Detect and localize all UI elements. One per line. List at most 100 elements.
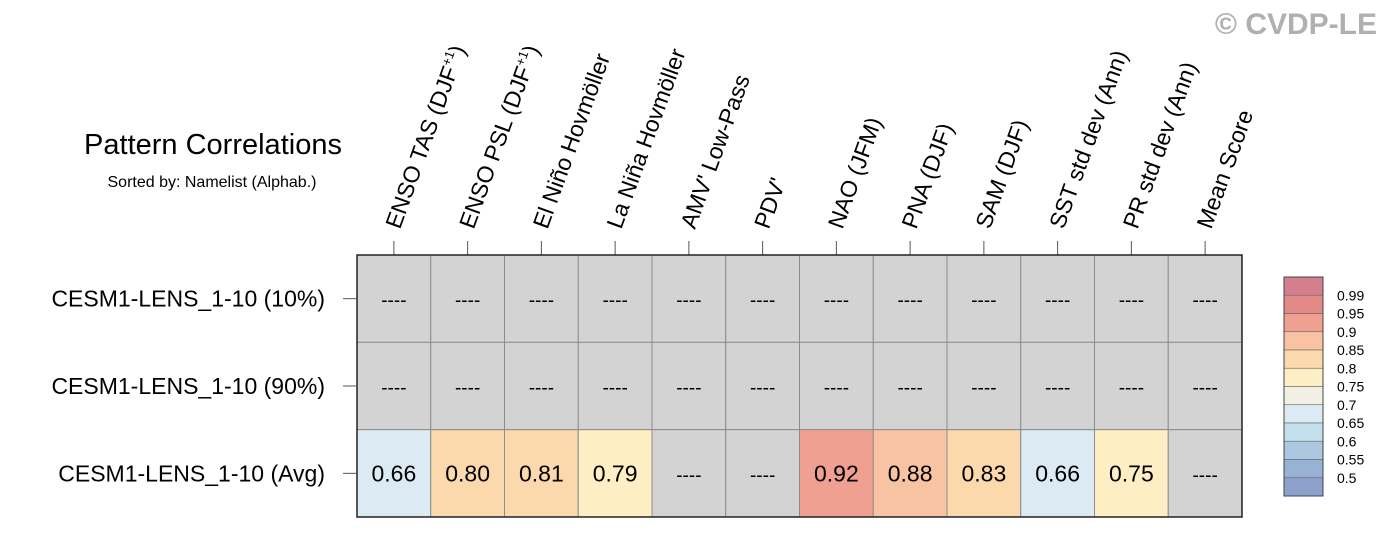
cell-value-label: 0.88 — [888, 460, 933, 486]
cell-missing-label: ---- — [1119, 378, 1144, 399]
heatmap-cell — [651, 341, 727, 431]
heatmap-cell — [725, 429, 800, 518]
cell-missing-label: ---- — [824, 291, 849, 312]
cell-value-label: 0.79 — [593, 460, 638, 486]
column-label: Mean Score — [1191, 106, 1258, 231]
colorbar-label: 0.8 — [1337, 360, 1357, 376]
row-label: CESM1-LENS_1-10 (90%) — [51, 373, 325, 399]
heatmap-cells: ---- ---- ---- ---- ---- ---- ---- ---- ---- ----… — [356, 254, 1243, 518]
cell-missing-label: ---- — [897, 291, 922, 312]
column-label: SST std dev (Ann) — [1044, 47, 1133, 232]
heatmap-cell — [356, 254, 432, 343]
cell-missing-label: ---- — [971, 378, 996, 399]
column-label: PDV' — [749, 174, 791, 231]
cell-missing-label: ---- — [381, 291, 406, 312]
cell-missing-label: ---- — [897, 378, 922, 399]
colorbar-swatch — [1283, 294, 1324, 314]
chart-title: Pattern Correlations — [84, 129, 342, 161]
heatmap-cell — [946, 429, 1022, 518]
column-label: ENSO TAS (DJF+1) — [380, 42, 470, 232]
column-label: PNA (DJF) — [896, 120, 958, 232]
heatmap-cell — [1167, 429, 1243, 518]
colorbar-border — [1283, 276, 1324, 497]
column-label: ENSO PSL (DJF+1) — [454, 42, 544, 232]
heatmap-cell — [1020, 341, 1095, 431]
cell-missing-label: ---- — [1119, 291, 1144, 312]
cell-missing-label: ---- — [455, 378, 480, 399]
chart-subtitle: Sorted by: Namelist (Alphab.) — [108, 174, 317, 191]
cell-missing-label: ---- — [676, 291, 701, 312]
heatmap-cell — [504, 429, 579, 518]
colorbar-swatch — [1283, 313, 1324, 333]
cell-missing-label: ---- — [750, 465, 775, 486]
cell-missing-label: ---- — [1192, 378, 1217, 399]
cell-missing-label: ---- — [676, 465, 701, 486]
colorbar: 0.99 0.95 0.9 0.85 0.8 0.75 0.7 0.65 0.6 0.55 0.5 — [1283, 276, 1364, 497]
colorbar-label: 0.85 — [1337, 342, 1364, 358]
heatmap-cell — [1094, 429, 1169, 518]
colorbar-label: 0.99 — [1337, 287, 1364, 303]
heatmap-cell — [651, 429, 727, 518]
colorbar-label: 0.6 — [1337, 433, 1357, 449]
heatmap-cell — [872, 429, 948, 518]
cell-missing-label: ---- — [529, 378, 554, 399]
column-labels: ENSO TAS (DJF+1)ENSO PSL (DJF+1)El Niño … — [380, 42, 1258, 255]
colorbar-label: 0.65 — [1337, 415, 1364, 431]
colorbar-label: 0.9 — [1337, 324, 1357, 340]
watermark: © CVDP-LE — [1215, 8, 1377, 41]
colorbar-label: 0.55 — [1337, 452, 1364, 468]
cell-missing-label: ---- — [602, 291, 627, 312]
colorbar-swatch — [1283, 349, 1324, 369]
cell-missing-label: ---- — [1192, 465, 1217, 486]
cell-missing-label: ---- — [602, 378, 627, 399]
colorbar-label: 0.75 — [1337, 379, 1364, 395]
heatmap-cell — [1094, 341, 1169, 431]
column-label: La Niña Hovmöller — [601, 45, 690, 232]
colorbar-swatch — [1283, 459, 1324, 479]
colorbar-swatch — [1283, 386, 1324, 406]
heatmap-cell — [1020, 254, 1095, 343]
colorbar-swatch — [1283, 422, 1324, 442]
colorbar-label: 0.5 — [1337, 470, 1357, 486]
column-label: El Niño Hovmöller — [528, 50, 615, 232]
heatmap-cell — [430, 341, 505, 431]
column-label: PR std dev (Ann) — [1118, 58, 1202, 231]
colorbar-swatch — [1283, 440, 1324, 460]
cell-missing-label: ---- — [750, 291, 775, 312]
cell-value-label: 0.75 — [1109, 460, 1154, 486]
column-label: AMV' Low-Pass — [675, 71, 755, 232]
heatmap-cell — [430, 429, 505, 518]
cell-missing-label: ---- — [1045, 378, 1070, 399]
cell-missing-label: ---- — [381, 378, 406, 399]
cell-value-label: 0.81 — [519, 460, 564, 486]
cell-value-label: 0.83 — [961, 460, 1006, 486]
heatmap-cell — [1167, 254, 1243, 343]
heatmap-cell — [577, 341, 653, 431]
cell-missing-label: ---- — [1192, 291, 1217, 312]
row-label: CESM1-LENS_1-10 (10%) — [51, 286, 325, 312]
colorbar-swatch — [1283, 367, 1324, 387]
cell-missing-label: ---- — [529, 291, 554, 312]
colorbar-swatch — [1283, 276, 1324, 296]
cell-missing-label: ---- — [750, 378, 775, 399]
colorbar-swatch — [1283, 477, 1324, 497]
row-labels: CESM1-LENS_1-10 (10%) CESM1-LENS_1-10 (90… — [51, 286, 357, 486]
heatmap-cell — [799, 254, 874, 343]
heatmap-cell — [872, 341, 948, 431]
cell-missing-label: ---- — [1045, 291, 1070, 312]
column-label: NAO (JFM) — [823, 114, 887, 232]
colorbar-label: 0.7 — [1337, 397, 1357, 413]
colorbar-swatch — [1283, 404, 1324, 424]
cell-missing-label: ---- — [676, 378, 701, 399]
cell-value-label: 0.80 — [445, 460, 490, 486]
column-label: SAM (DJF) — [970, 116, 1033, 232]
cell-value-label: 0.66 — [371, 460, 416, 486]
cell-value-label: 0.92 — [814, 460, 859, 486]
cell-missing-label: ---- — [824, 378, 849, 399]
colorbar-label: 0.95 — [1337, 306, 1364, 322]
cell-missing-label: ---- — [971, 291, 996, 312]
cell-missing-label: ---- — [455, 291, 480, 312]
heatmap-cell — [1167, 341, 1243, 431]
cell-value-label: 0.66 — [1035, 460, 1080, 486]
